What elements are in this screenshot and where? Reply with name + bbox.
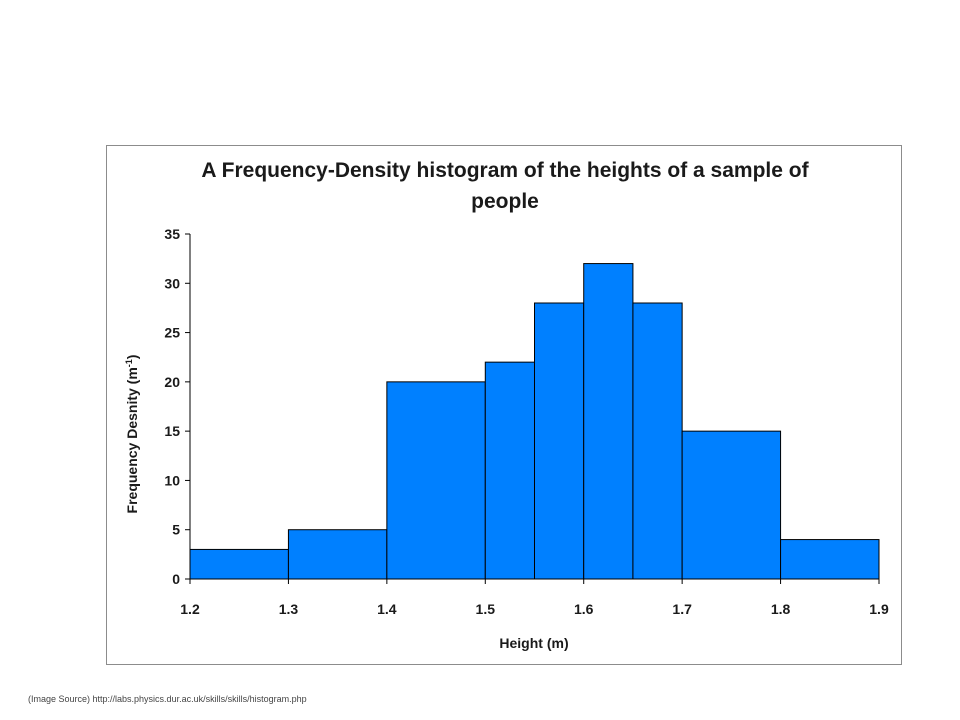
histogram-bar-7 — [681, 430, 782, 580]
chart-title-line-2: people — [471, 190, 539, 213]
histogram-bar-3 — [484, 361, 535, 580]
histogram-chart: A Frequency-Density histogram of the hei… — [124, 159, 889, 651]
x-tick-label: 1.8 — [771, 601, 791, 617]
x-tick-label: 1.7 — [672, 601, 692, 617]
x-axis-label: Height (m) — [499, 635, 568, 651]
histogram-bar-6 — [632, 302, 683, 580]
y-axis-label: Frequency Desnity (m-1) — [124, 355, 140, 514]
chart-frame: A Frequency-Density histogram of the hei… — [106, 145, 902, 665]
y-axis-label-main: Frequency Desnity (m — [124, 367, 140, 513]
x-tick-label: 1.5 — [476, 601, 496, 617]
histogram-bar-8 — [780, 539, 880, 580]
histogram-bar-4 — [534, 302, 585, 580]
histogram-bar-1 — [287, 529, 388, 580]
y-tick-label: 0 — [172, 571, 180, 587]
histogram-bar-5 — [583, 263, 634, 580]
y-axis-label-close: ) — [124, 355, 140, 360]
axes-group — [189, 234, 879, 580]
y-tick-label: 30 — [164, 275, 180, 291]
y-axis-label-superscript: -1 — [124, 359, 134, 367]
y-tick-label: 35 — [164, 226, 180, 242]
y-tick-label: 25 — [164, 325, 180, 341]
bars-group — [189, 263, 880, 580]
ticks-group: 0 5 10 15 20 25 30 35 1.2 1.3 1.4 1.5 1.6 1.7 1.8 1.9 — [164, 226, 889, 617]
histogram-bar-2 — [386, 381, 486, 580]
x-tick-label: 1.4 — [377, 601, 397, 617]
image-source-note: (Image Source) http://labs.physics.dur.a… — [28, 694, 307, 704]
y-tick-label: 20 — [164, 374, 180, 390]
y-tick-label: 5 — [172, 522, 180, 538]
histogram-bar-0 — [189, 548, 289, 580]
x-tick-label: 1.6 — [574, 601, 594, 617]
x-tick-label: 1.2 — [180, 601, 200, 617]
chart-title-line-1: A Frequency-Density histogram of the hei… — [201, 159, 809, 182]
y-tick-label: 10 — [164, 472, 180, 488]
y-tick-label: 15 — [164, 423, 180, 439]
x-tick-label: 1.9 — [869, 601, 889, 617]
x-tick-label: 1.3 — [279, 601, 299, 617]
